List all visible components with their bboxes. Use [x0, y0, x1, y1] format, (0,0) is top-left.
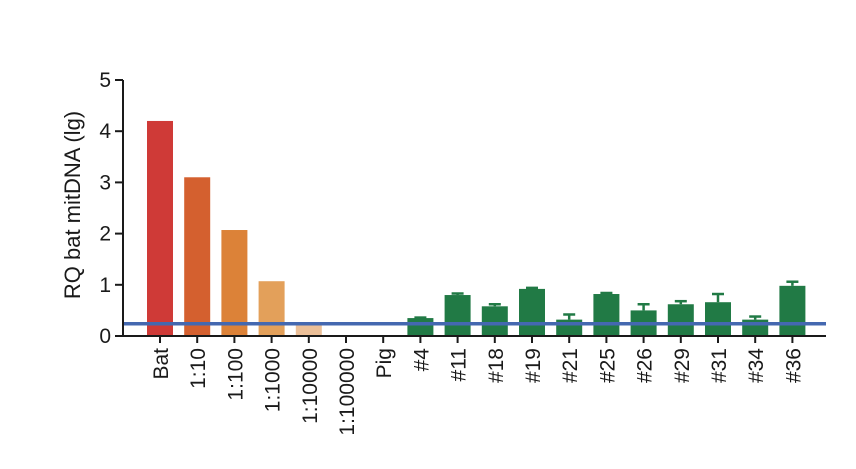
x-tick-label: 1:100	[224, 348, 247, 401]
bar--19	[519, 288, 545, 336]
bars	[147, 120, 806, 337]
x-tick-label: 1:10000	[299, 348, 322, 424]
x-tick-label: #31	[708, 348, 731, 383]
x-tick-label: #25	[596, 348, 619, 383]
y-tick-label: 2	[99, 223, 111, 246]
bar--4	[407, 318, 434, 336]
y-ticks: 0 1 2 3 4 5	[99, 69, 123, 348]
bar--25	[593, 294, 620, 336]
bar--18	[481, 306, 508, 336]
x-tick-label: #29	[671, 348, 694, 383]
x-tick-label: #21	[559, 348, 582, 383]
bar--31	[705, 302, 731, 336]
bar-1-100	[221, 230, 248, 336]
bar--29	[667, 304, 694, 336]
y-tick-label: 0	[99, 325, 111, 348]
x-tick-label: Bat	[150, 348, 173, 380]
bar-1-1000	[258, 281, 285, 336]
bar-1-10000	[295, 324, 322, 336]
bar--36	[779, 285, 806, 336]
x-tick-label: #19	[522, 348, 545, 383]
y-tick-label: 4	[99, 120, 111, 143]
x-tick-label: #18	[485, 348, 508, 383]
x-tick-label: #36	[782, 348, 805, 383]
x-tick-label: #34	[745, 348, 768, 383]
bar-1-10	[184, 177, 211, 336]
x-tick-label: 1:10	[187, 348, 210, 389]
x-tick-label: #4	[410, 348, 433, 372]
y-axis-title: RQ bat mitDNA (lg)	[60, 111, 85, 299]
x-tick-labels: Bat 1:10 1:100 1:1000 1:10000 1:100000 Pig #4 #1…	[150, 336, 805, 436]
bar-Bat	[147, 120, 173, 337]
y-tick-label: 1	[99, 274, 111, 297]
x-tick-label: #26	[634, 348, 657, 383]
x-tick-label: Pig	[373, 348, 396, 378]
y-tick-label: 5	[99, 69, 111, 92]
x-tick-label: 1:100000	[336, 348, 359, 436]
x-tick-label: #11	[448, 348, 471, 381]
bar--11	[444, 295, 471, 336]
error-bars	[414, 280, 799, 320]
x-tick-label: 1:1000	[262, 348, 285, 412]
y-tick-label: 3	[99, 171, 111, 194]
